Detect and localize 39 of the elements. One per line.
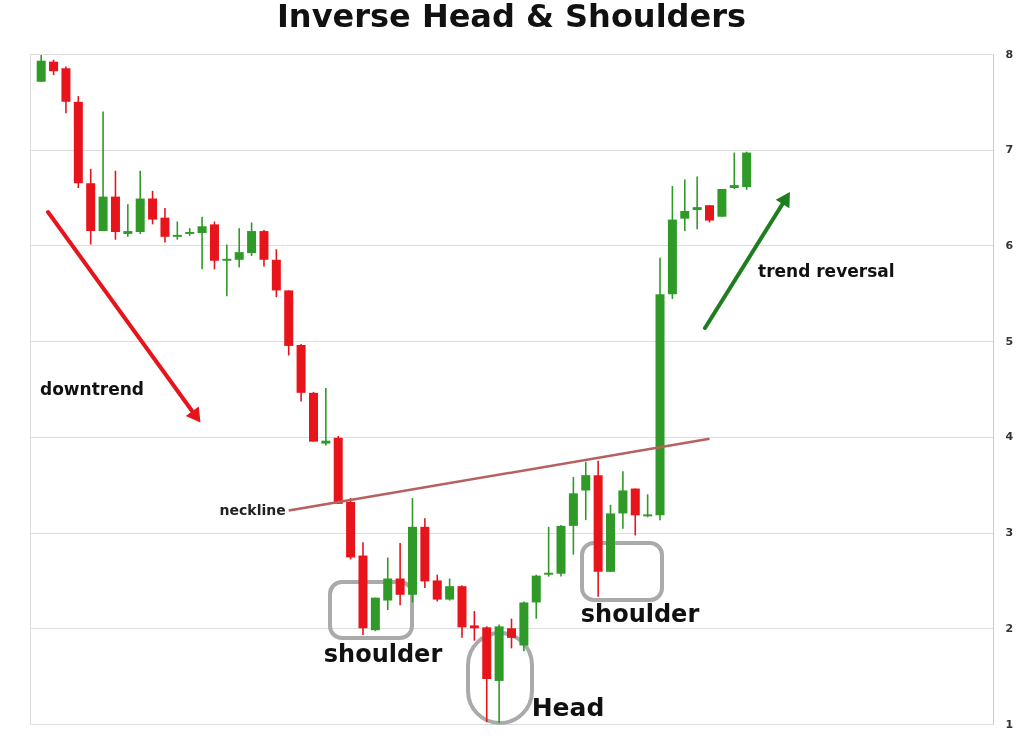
candlestick	[123, 203, 133, 238]
candlestick	[618, 470, 628, 530]
candlestick	[643, 493, 653, 519]
candlestick	[383, 556, 393, 611]
y-tick-label: 5	[1005, 334, 1014, 348]
y-tick-label: 2	[1005, 621, 1014, 635]
candlestick	[395, 542, 405, 607]
candlestick	[445, 577, 455, 602]
candlestick	[507, 617, 516, 650]
annotation: downtrend	[40, 379, 144, 399]
y-tick-label: 7	[1005, 143, 1014, 157]
candlestick	[247, 221, 257, 257]
candlestick	[544, 526, 554, 578]
candlestick	[234, 227, 244, 269]
chart-title: Inverse Head & Shoulders	[276, 0, 747, 35]
candlestick	[729, 151, 739, 190]
candlestick	[581, 460, 591, 521]
y-tick-label: 4	[1005, 430, 1014, 444]
candlestick	[692, 175, 702, 230]
y-tick-label: 3	[1005, 526, 1014, 540]
candlestick	[197, 215, 207, 271]
candlestick	[432, 573, 442, 603]
candlestick	[160, 207, 170, 244]
y-tick-label: 8	[1005, 47, 1014, 61]
candlestick	[469, 610, 479, 642]
y-tick-label: 6	[1005, 238, 1014, 252]
candlestick	[172, 220, 182, 241]
annotation: Head	[531, 693, 605, 722]
candlestick	[321, 387, 331, 447]
y-tick-label: 1	[1005, 717, 1014, 731]
candlestick	[222, 243, 232, 297]
candlestick	[36, 54, 46, 83]
candlestick	[148, 190, 158, 226]
annotation: shoulder	[580, 600, 700, 628]
series-label: neckline	[219, 501, 286, 518]
candlestick	[680, 178, 690, 232]
annotation: trend reversal	[758, 261, 895, 281]
candlestick	[185, 227, 195, 237]
annotation: shoulder	[323, 640, 443, 668]
